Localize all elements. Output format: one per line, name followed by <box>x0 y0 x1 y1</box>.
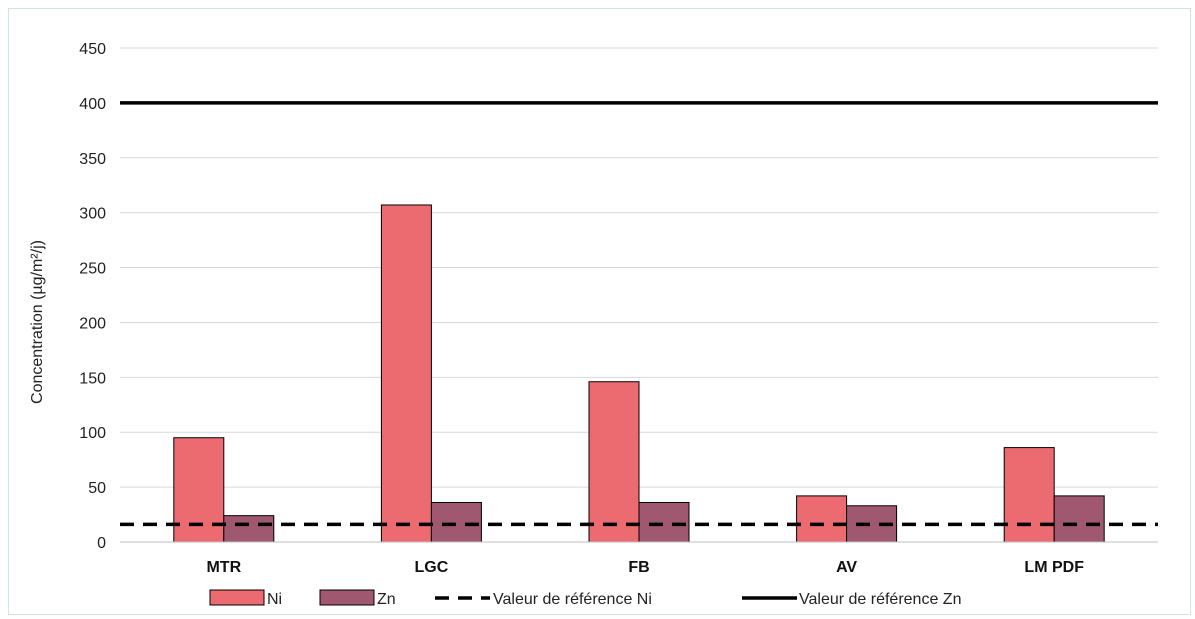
y-tick-label: 150 <box>79 370 106 387</box>
x-category-label: FB <box>628 559 649 576</box>
legend-label-ref-zn: Valeur de référence Zn <box>799 591 961 608</box>
x-category-label: MTR <box>206 559 241 576</box>
y-tick-label: 350 <box>79 151 106 168</box>
y-tick-label: 100 <box>79 425 106 442</box>
bar-ni-mtr <box>173 437 225 543</box>
bar-zn-lm-pdf <box>1053 495 1105 543</box>
x-category-label: LM PDF <box>1024 559 1084 576</box>
y-tick-label: 400 <box>79 96 106 113</box>
x-category-label: AV <box>836 559 857 576</box>
y-tick-label: 450 <box>79 41 106 58</box>
legend-swatch-ni <box>209 589 265 606</box>
bar-ni-lgc <box>380 204 432 543</box>
x-category-label: LGC <box>415 559 449 576</box>
legend: Ni Zn Valeur de référence Ni Valeur de réfé… <box>209 589 961 608</box>
y-tick-label: 250 <box>79 261 106 278</box>
y-tick-label: 300 <box>79 206 106 223</box>
legend-label-ref-ni: Valeur de référence Ni <box>493 591 652 608</box>
bar-ni-lm-pdf <box>1003 447 1055 543</box>
bar-zn-lgc <box>430 501 482 543</box>
reference-lines <box>120 101 1158 527</box>
legend-label-ni: Ni <box>267 591 282 608</box>
gridlines <box>120 47 1158 488</box>
bars <box>173 204 1105 543</box>
y-axis-ticks: 0 50 100 150 200 250 300 350 400 450 <box>79 41 106 552</box>
bar-ni-av <box>796 495 848 543</box>
bar-ni-fb <box>588 381 640 543</box>
bar-zn-fb <box>638 501 690 543</box>
y-tick-label: 50 <box>88 480 106 497</box>
y-tick-label: 200 <box>79 315 106 332</box>
bar-zn-mtr <box>223 515 275 543</box>
y-tick-label: 0 <box>97 535 106 552</box>
x-axis-categories: MTR LGC FB AV LM PDF <box>206 559 1084 576</box>
y-axis-label: Concentration (µg/m²/j) <box>29 240 46 404</box>
legend-label-zn: Zn <box>377 591 396 608</box>
legend-swatch-zn <box>319 589 375 606</box>
